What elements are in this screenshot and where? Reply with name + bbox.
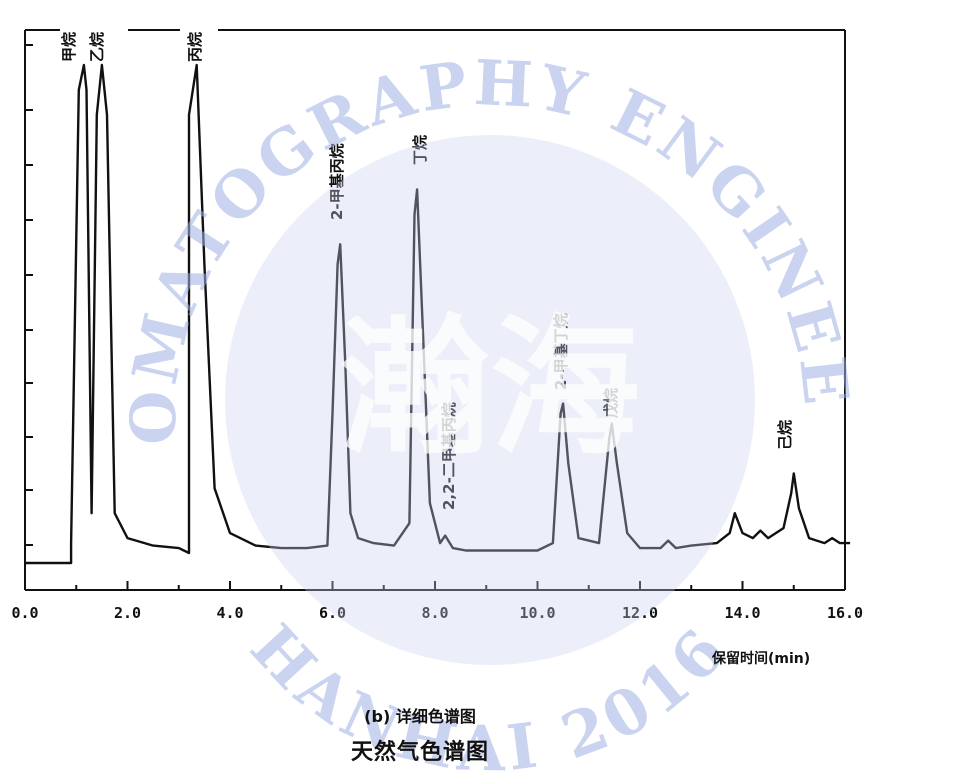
y-axis-ticks [25, 44, 33, 546]
x-axis-label: 保留时间(min) [712, 651, 811, 667]
peak-label: 甲烷 [60, 32, 78, 62]
x-tick-label: 10.0 [519, 604, 555, 622]
x-tick-label: 12.0 [622, 604, 658, 622]
x-tick-label: 8.0 [421, 604, 448, 622]
chromatogram-trace [25, 63, 851, 565]
x-axis-ticks: 0.0 2.0 4.0 6.0 8.0 10.0 12.0 14.0 16.0 [11, 581, 863, 622]
peak-label: 丁烷 [411, 135, 429, 165]
x-tick-label: 4.0 [216, 604, 243, 622]
peak-label: 乙烷 [88, 32, 106, 62]
x-tick-label: 14.0 [724, 604, 760, 622]
chromatogram-trace-layer [25, 63, 851, 565]
x-tick-label: 16.0 [827, 604, 863, 622]
peak-label: 2-甲基丙烷 [328, 143, 346, 220]
peak-label: 2,2-二甲基丙烷 [440, 402, 458, 510]
x-tick-label: 2.0 [114, 604, 141, 622]
peak-label: 己烷 [776, 420, 794, 450]
x-tick-label: 0.0 [11, 604, 38, 622]
chart-subtitle: (b) 详细色谱图 [364, 707, 476, 726]
peak-label: 丙烷 [186, 32, 204, 62]
x-tick-label: 6.0 [319, 604, 346, 622]
chart-title: 天然气色谱图 [350, 740, 489, 765]
plot-frame [24, 29, 846, 591]
peak-label: 2-甲基丁烷 [552, 313, 570, 390]
peak-label: 戊烷 [602, 388, 620, 418]
